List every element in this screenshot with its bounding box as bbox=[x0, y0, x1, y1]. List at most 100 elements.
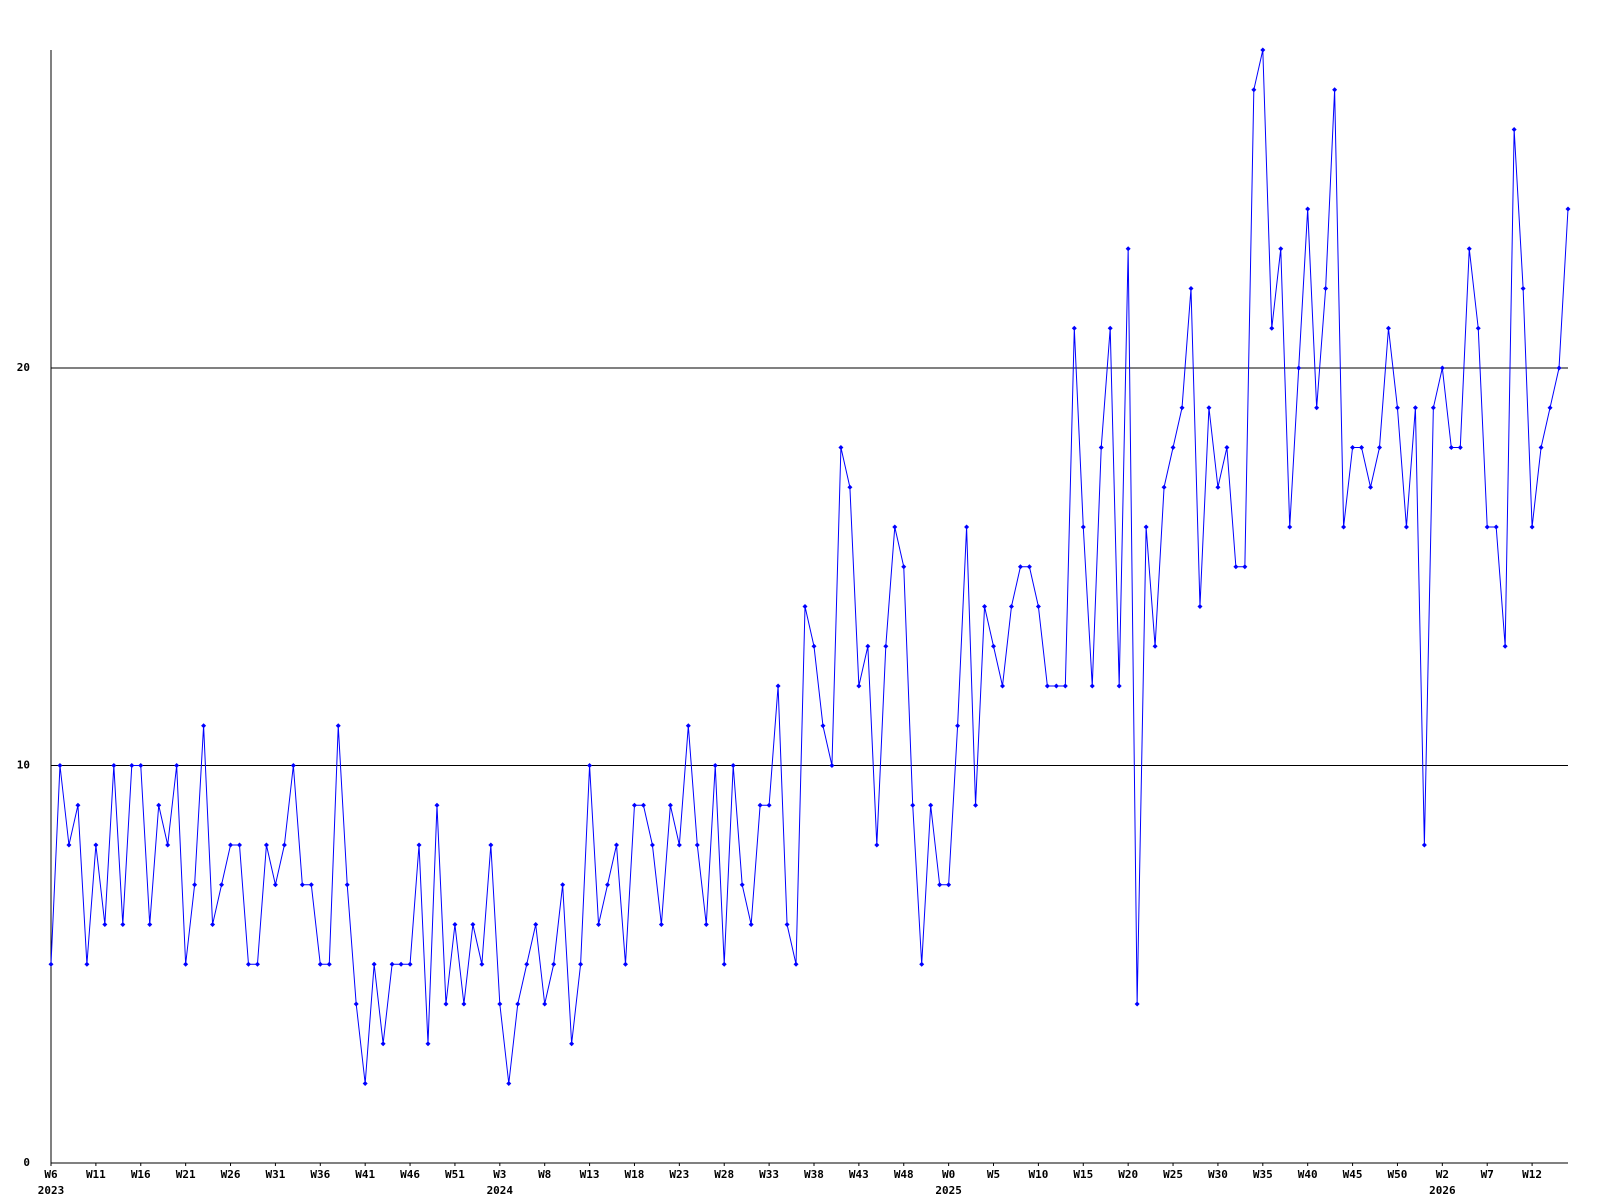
point bbox=[721, 961, 727, 967]
point bbox=[757, 802, 763, 808]
point bbox=[1044, 683, 1050, 689]
point bbox=[1287, 524, 1293, 530]
point bbox=[515, 1001, 521, 1007]
point bbox=[883, 643, 889, 649]
point bbox=[1143, 524, 1149, 530]
point bbox=[622, 961, 628, 967]
point bbox=[1350, 445, 1356, 450]
point bbox=[802, 604, 808, 609]
point bbox=[820, 723, 826, 729]
point bbox=[1188, 286, 1194, 291]
point bbox=[272, 882, 278, 888]
point bbox=[407, 961, 413, 967]
point bbox=[973, 802, 979, 808]
x-tick-label: W23 bbox=[669, 1168, 689, 1181]
x-tick-label: W3 bbox=[493, 1168, 506, 1181]
x-tick-label: W30 bbox=[1208, 1168, 1228, 1181]
point bbox=[506, 1081, 512, 1086]
point bbox=[308, 882, 314, 888]
point bbox=[811, 643, 817, 649]
point bbox=[1457, 445, 1463, 450]
y-tick-label: 20 bbox=[17, 361, 30, 374]
point bbox=[1430, 405, 1436, 411]
point bbox=[443, 1001, 449, 1007]
point bbox=[93, 842, 99, 848]
point bbox=[1251, 87, 1257, 93]
point bbox=[479, 961, 485, 967]
point bbox=[551, 961, 557, 967]
point bbox=[84, 961, 90, 967]
point bbox=[587, 763, 593, 768]
point bbox=[371, 961, 377, 967]
x-tick-label: W35 bbox=[1253, 1168, 1273, 1181]
point bbox=[955, 723, 961, 729]
point bbox=[362, 1081, 368, 1086]
point bbox=[1412, 405, 1418, 411]
point bbox=[1385, 325, 1391, 331]
point bbox=[317, 961, 323, 967]
point bbox=[335, 723, 341, 729]
point bbox=[228, 842, 234, 848]
point bbox=[685, 723, 691, 729]
x-tick-label: W33 bbox=[759, 1168, 779, 1181]
point bbox=[1260, 47, 1266, 53]
point bbox=[156, 802, 162, 808]
x-tick-label: W31 bbox=[265, 1168, 285, 1181]
point bbox=[165, 842, 171, 848]
point bbox=[605, 882, 611, 888]
point bbox=[1511, 127, 1517, 132]
point bbox=[353, 1001, 359, 1007]
point bbox=[1296, 365, 1302, 371]
point bbox=[1233, 564, 1239, 570]
point bbox=[694, 842, 700, 848]
x-tick-label: W21 bbox=[176, 1168, 196, 1181]
point bbox=[263, 842, 269, 848]
x-tick-label: W38 bbox=[804, 1168, 824, 1181]
x-tick-label: W12 bbox=[1522, 1168, 1542, 1181]
x-tick-label: W16 bbox=[131, 1168, 151, 1181]
x-tick-label: W18 bbox=[625, 1168, 645, 1181]
point bbox=[578, 961, 584, 967]
point bbox=[1376, 445, 1382, 450]
y-tick-label: 10 bbox=[17, 759, 30, 772]
point bbox=[649, 842, 655, 848]
point bbox=[533, 922, 539, 927]
point bbox=[254, 961, 260, 967]
x-tick-label: W43 bbox=[849, 1168, 869, 1181]
x-tick-label: W25 bbox=[1163, 1168, 1183, 1181]
point bbox=[1242, 564, 1248, 570]
point bbox=[326, 961, 332, 967]
point bbox=[245, 961, 251, 967]
point bbox=[712, 763, 718, 768]
x-tick-label: W45 bbox=[1343, 1168, 1363, 1181]
point bbox=[1466, 246, 1472, 252]
point bbox=[497, 1001, 503, 1007]
point bbox=[730, 763, 736, 768]
point bbox=[1179, 405, 1185, 411]
x-tick-label: W28 bbox=[714, 1168, 734, 1181]
point bbox=[488, 842, 494, 848]
point bbox=[183, 961, 189, 967]
point bbox=[766, 802, 772, 808]
x-tick-label: W48 bbox=[894, 1168, 914, 1181]
point bbox=[901, 564, 907, 570]
point bbox=[1053, 683, 1059, 689]
point bbox=[856, 683, 862, 689]
x-tick-label: W41 bbox=[355, 1168, 375, 1181]
point bbox=[1089, 683, 1095, 689]
point bbox=[658, 922, 664, 927]
point bbox=[299, 882, 305, 888]
point bbox=[829, 763, 835, 768]
point bbox=[75, 802, 81, 808]
point bbox=[1394, 405, 1400, 411]
point bbox=[631, 802, 637, 808]
point bbox=[102, 922, 108, 927]
x-year-label: 2026 bbox=[1429, 1184, 1456, 1197]
x-tick-label: W8 bbox=[538, 1168, 551, 1181]
point bbox=[461, 1001, 467, 1007]
point bbox=[1538, 445, 1544, 450]
point bbox=[120, 922, 126, 927]
point bbox=[775, 683, 781, 689]
point bbox=[937, 882, 943, 888]
x-tick-label: W0 bbox=[942, 1168, 955, 1181]
